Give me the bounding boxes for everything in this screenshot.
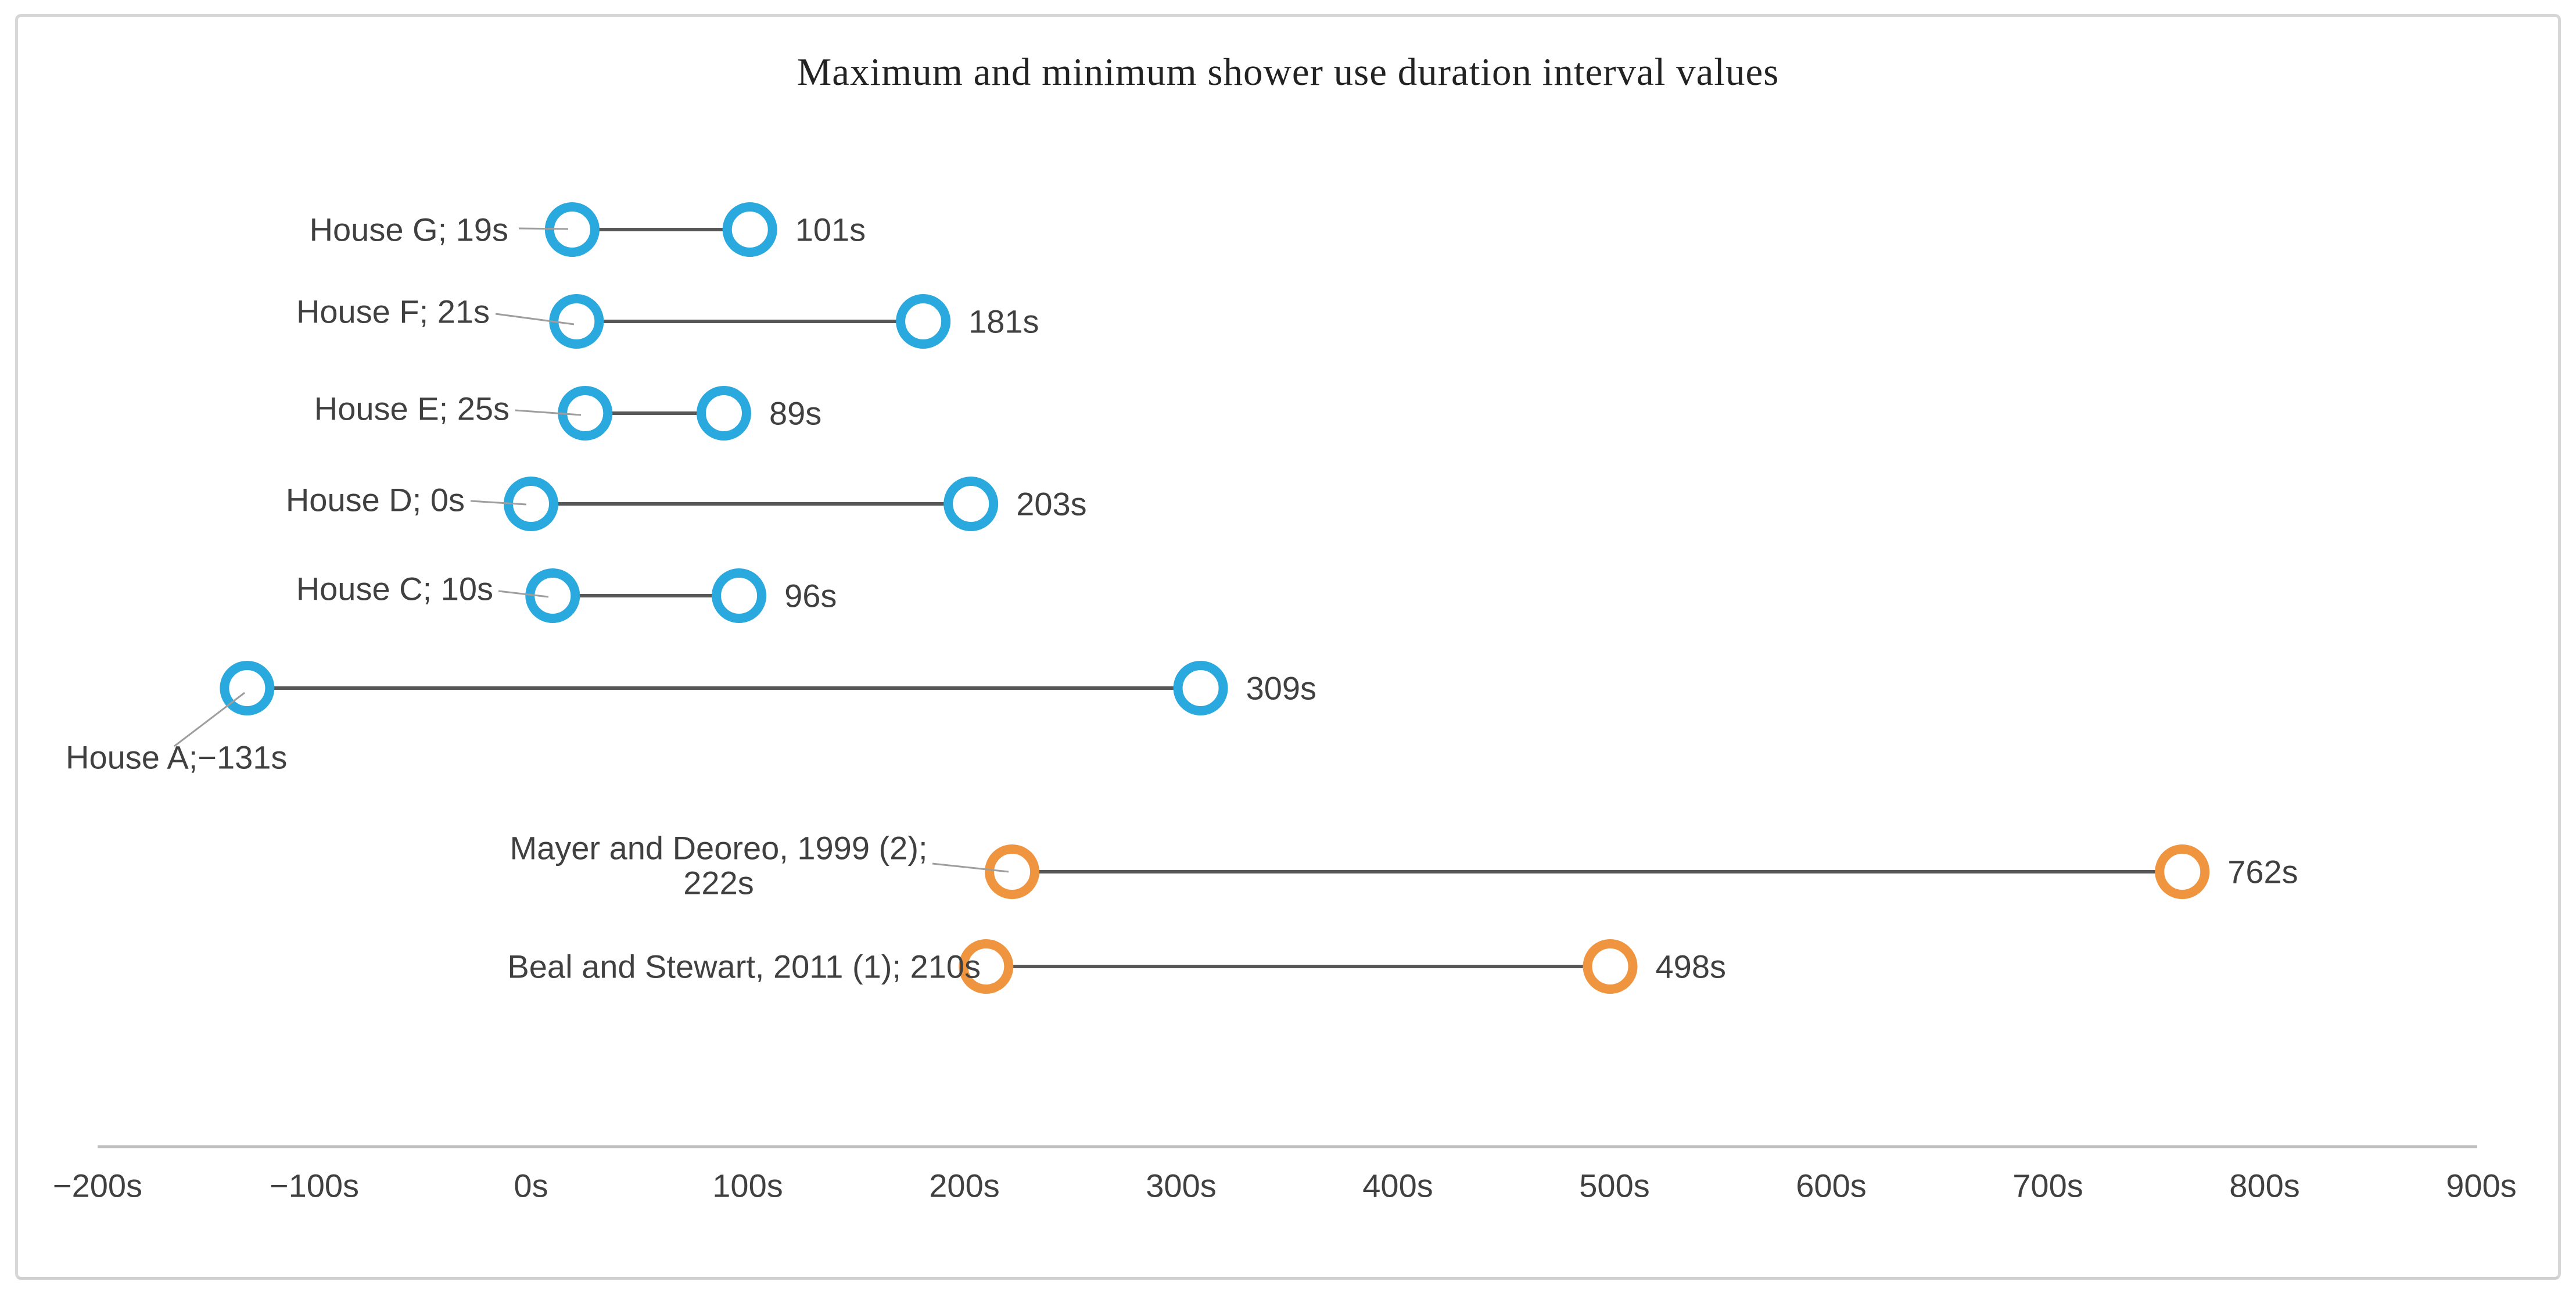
axis-tick-label: 0s bbox=[514, 1168, 548, 1204]
leader-line bbox=[470, 500, 527, 506]
row-label: Mayer and Deoreo, 1999 (2); bbox=[510, 830, 927, 867]
max-marker bbox=[1583, 939, 1638, 994]
max-value-label: 101s bbox=[795, 212, 866, 248]
chart-frame bbox=[15, 14, 2561, 1280]
row-label: House A;−131s bbox=[66, 739, 287, 776]
axis-tick-label: 900s bbox=[2446, 1168, 2516, 1204]
row-label: House C; 10s bbox=[296, 571, 493, 607]
min-marker bbox=[985, 844, 1040, 899]
leader-line bbox=[515, 409, 582, 416]
row-label: House E; 25s bbox=[314, 391, 510, 427]
axis-tick-label: −100s bbox=[270, 1168, 359, 1204]
row-label: Beal and Stewart, 2011 (1); 210s bbox=[507, 948, 981, 985]
axis-tick-label: 300s bbox=[1146, 1168, 1216, 1204]
axis-tick-label: 700s bbox=[2012, 1168, 2083, 1204]
chart-title: Maximum and minimum shower use duration … bbox=[797, 51, 1779, 94]
leader-line bbox=[495, 313, 575, 325]
row-label: 222s bbox=[683, 865, 754, 901]
max-value-label: 181s bbox=[968, 303, 1039, 340]
leader-line bbox=[174, 692, 245, 747]
axis-tick-label: 100s bbox=[712, 1168, 783, 1204]
max-value-label: 96s bbox=[784, 578, 837, 614]
max-value-label: 203s bbox=[1016, 486, 1086, 522]
row-label: House D; 0s bbox=[286, 482, 465, 518]
max-marker bbox=[2155, 844, 2210, 899]
axis-tick-label: 600s bbox=[1796, 1168, 1866, 1204]
max-value-label: 762s bbox=[2227, 854, 2298, 890]
row-label: House G; 19s bbox=[310, 212, 508, 248]
min-marker bbox=[558, 386, 613, 441]
max-value-label: 89s bbox=[769, 395, 821, 432]
max-value-label: 309s bbox=[1246, 670, 1316, 707]
axis-tick-label: 200s bbox=[929, 1168, 999, 1204]
axis-tick-label: 400s bbox=[1362, 1168, 1433, 1204]
max-marker bbox=[712, 568, 767, 623]
row-label: House F; 21s bbox=[296, 293, 490, 330]
leader-line bbox=[932, 862, 1009, 873]
leader-line bbox=[518, 227, 569, 230]
axis-tick-label: −200s bbox=[53, 1168, 142, 1204]
max-marker bbox=[1173, 661, 1228, 715]
min-marker bbox=[549, 294, 604, 349]
min-marker bbox=[525, 568, 580, 623]
min-marker bbox=[959, 939, 1014, 994]
max-marker bbox=[943, 477, 999, 531]
leader-line bbox=[498, 590, 549, 598]
axis-tick-label: 800s bbox=[2229, 1168, 2299, 1204]
max-marker bbox=[696, 386, 751, 441]
max-marker bbox=[722, 202, 777, 257]
axis-tick-label: 500s bbox=[1579, 1168, 1649, 1204]
max-value-label: 498s bbox=[1656, 948, 1726, 985]
max-marker bbox=[896, 294, 951, 349]
